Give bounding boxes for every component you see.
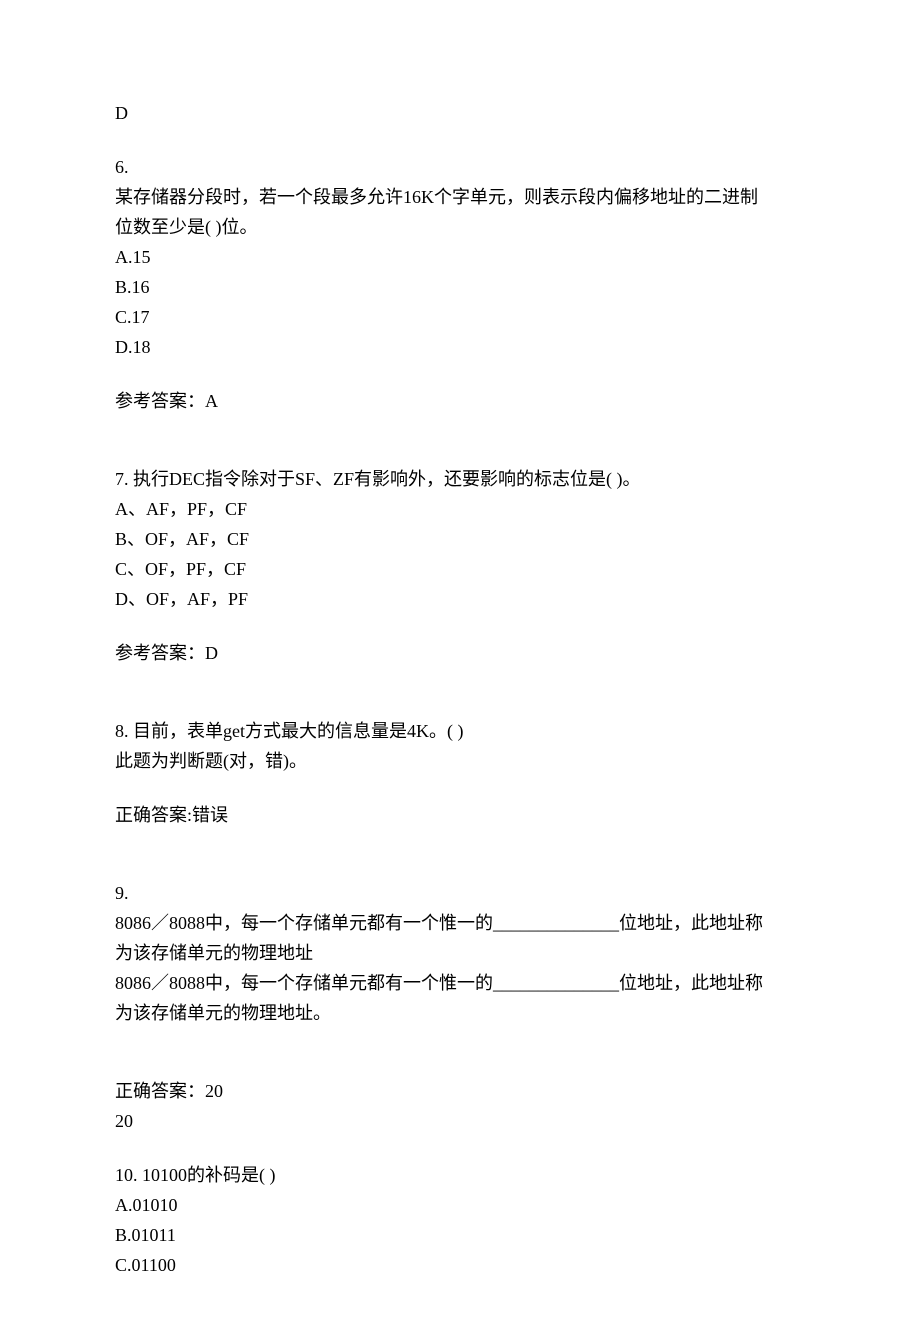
q8-answer: 正确答案:错误 [115, 802, 805, 829]
q6-option-c: C.17 [115, 304, 805, 331]
q9-text-line2: 为该存储单元的物理地址 [115, 940, 805, 967]
q6-option-a: A.15 [115, 244, 805, 271]
q7-option-d: D、OF，AF，PF [115, 586, 805, 613]
q7-option-a: A、AF，PF，CF [115, 496, 805, 523]
q8-hint: 此题为判断题(对，错)。 [115, 748, 805, 775]
q7-option-c: C、OF，PF，CF [115, 556, 805, 583]
q9-text-line1: 8086／8088中，每一个存储单元都有一个惟一的______________位… [115, 910, 805, 937]
q8-number-text: 8. 目前，表单get方式最大的信息量是4K。( ) [115, 718, 805, 745]
q6-text-line1: 某存储器分段时，若一个段最多允许16K个字单元，则表示段内偏移地址的二进制 [115, 184, 805, 211]
q10-number-text: 10. 10100的补码是( ) [115, 1162, 805, 1189]
q6-text-line2: 位数至少是( )位。 [115, 214, 805, 241]
q7-number-text: 7. 执行DEC指令除对于SF、ZF有影响外，还要影响的标志位是( )。 [115, 466, 805, 493]
q9-number: 9. [115, 880, 805, 907]
q6-option-b: B.16 [115, 274, 805, 301]
q9-text-line4: 为该存储单元的物理地址。 [115, 1000, 805, 1027]
q9-answer-line2: 20 [115, 1108, 805, 1135]
q6-number: 6. [115, 154, 805, 181]
q6-answer: 参考答案：A [115, 388, 805, 415]
q5-answer: D [115, 100, 805, 127]
q7-option-b: B、OF，AF，CF [115, 526, 805, 553]
q10-option-c: C.01100 [115, 1252, 805, 1279]
q9-answer: 正确答案：20 [115, 1078, 805, 1105]
q7-answer: 参考答案：D [115, 640, 805, 667]
q10-option-a: A.01010 [115, 1192, 805, 1219]
q9-text-line3: 8086／8088中，每一个存储单元都有一个惟一的______________位… [115, 970, 805, 997]
q6-option-d: D.18 [115, 334, 805, 361]
q10-option-b: B.01011 [115, 1222, 805, 1249]
